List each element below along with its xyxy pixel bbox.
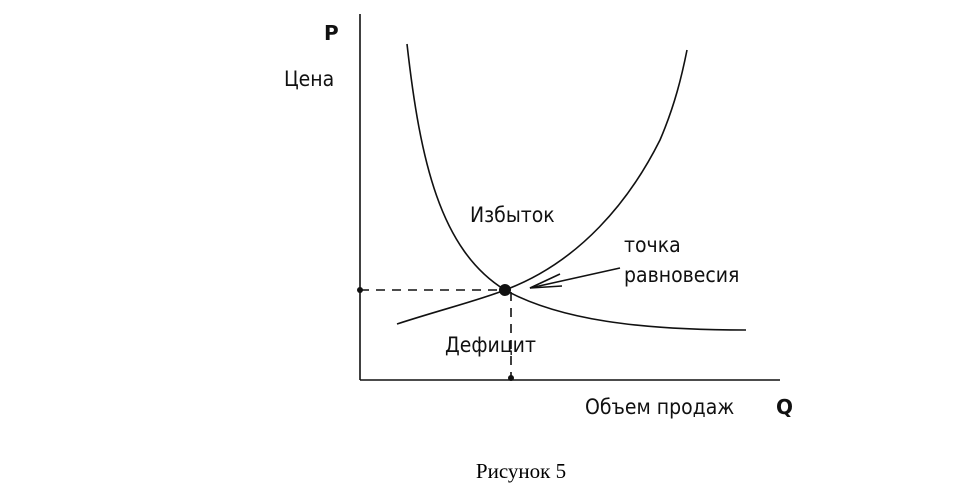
equilibrium-point — [499, 284, 511, 296]
x-symbol: Q — [776, 395, 793, 419]
annotation-line: точка — [624, 233, 681, 257]
price-dot — [357, 287, 363, 293]
annotation-line: равновесия — [624, 263, 739, 287]
y-label: Цена — [284, 67, 334, 91]
deficit-label: Дефицит — [445, 333, 536, 357]
surplus-label: Избыток — [470, 203, 555, 227]
arrow-head — [529, 273, 563, 289]
caption: Рисунок 5 — [476, 459, 566, 483]
quantity-dot — [508, 375, 514, 381]
demand-curve — [406, 43, 747, 331]
x-label: Объем продаж — [585, 395, 734, 419]
y-symbol: P — [324, 21, 339, 45]
supply-curve — [396, 49, 688, 325]
annotation-arrow — [529, 267, 621, 289]
